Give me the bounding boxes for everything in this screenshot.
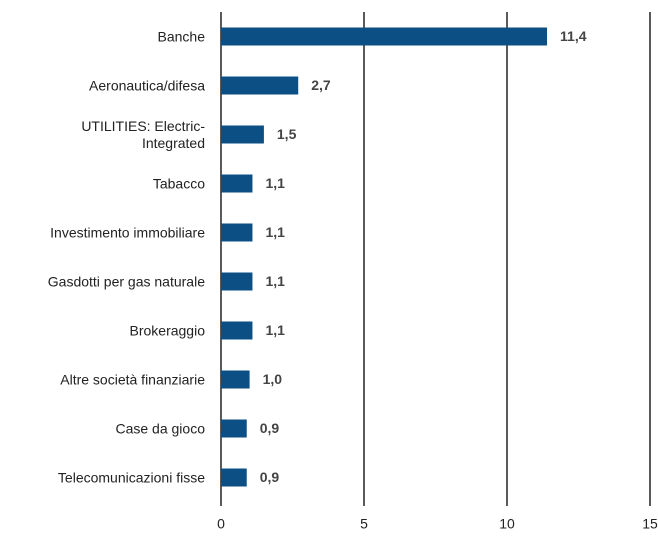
bar [221, 370, 250, 389]
x-tick-label: 0 [217, 516, 225, 532]
value-label: 1,0 [263, 371, 283, 387]
category-label: Altre società finanziarie [60, 371, 205, 387]
category-label: Case da gioco [115, 420, 205, 436]
category-label: Tabacco [152, 175, 205, 191]
value-label: 2,7 [311, 77, 331, 93]
bar [221, 27, 548, 46]
category-label: Brokeraggio [129, 322, 206, 338]
value-label: 1,1 [265, 273, 285, 289]
bar [221, 272, 253, 291]
x-tick-label: 5 [360, 516, 368, 532]
bar [221, 223, 253, 242]
category-label: Telecomunicazioni fisse [57, 469, 205, 485]
x-tick-label: 10 [499, 516, 515, 532]
bar [221, 76, 299, 95]
value-label: 1,5 [277, 126, 297, 142]
category-label: Investimento immobiliare [50, 224, 205, 240]
category-label: Banche [157, 28, 205, 44]
value-label: 1,1 [265, 322, 285, 338]
category-label: Gasdotti per gas naturale [47, 273, 205, 289]
bar [221, 174, 253, 193]
x-tick-label: 15 [642, 516, 658, 532]
bar [221, 468, 247, 487]
category-label: UTILITIES: Electric-Integrated [81, 117, 205, 151]
value-label: 1,1 [265, 224, 285, 240]
value-label: 0,9 [260, 469, 280, 485]
category-label: Aeronautica/difesa [89, 77, 205, 93]
bar [221, 125, 264, 144]
value-label: 0,9 [260, 420, 280, 436]
value-label: 1,1 [265, 175, 285, 191]
bar [221, 321, 253, 340]
bar [221, 419, 247, 438]
value-label: 11,4 [560, 28, 587, 44]
